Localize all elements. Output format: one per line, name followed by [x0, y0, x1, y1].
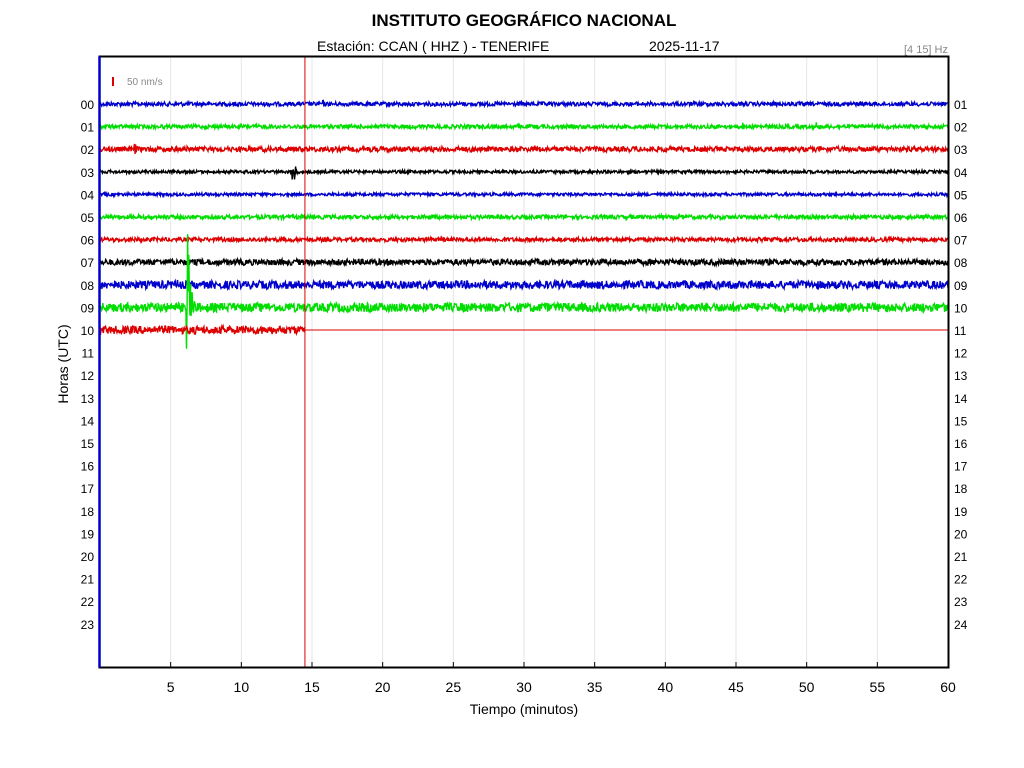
hour-label-right: 23: [954, 595, 968, 609]
hour-label-left: 05: [81, 211, 95, 225]
hour-label-left: 09: [81, 301, 95, 315]
hour-label-right: 13: [954, 369, 968, 383]
x-tick-label: 45: [728, 679, 744, 695]
traces: [99, 57, 949, 667]
station-label: Estación: CCAN ( HHZ ) - TENERIFE: [317, 38, 549, 54]
trace-hour-03: [99, 166, 949, 180]
x-tick-label: 30: [516, 679, 532, 695]
filter-label: [4 15] Hz: [904, 44, 948, 56]
hour-label-left: 23: [81, 618, 95, 632]
hour-label-right: 03: [954, 143, 968, 157]
hour-label-left: 12: [81, 369, 95, 383]
trace-hour-05: [99, 212, 949, 222]
hour-label-left: 08: [81, 279, 95, 293]
trace-hour-10: [99, 323, 306, 337]
x-tick-label: 50: [799, 679, 815, 695]
x-axis-label: Tiempo (minutos): [470, 701, 578, 717]
hour-label-right: 15: [954, 414, 968, 428]
hour-label-right: 22: [954, 573, 968, 587]
hour-label-right: 05: [954, 188, 968, 202]
hour-label-right: 24: [954, 618, 968, 632]
date-label: 2025-11-17: [649, 38, 720, 54]
trace-hour-02: [99, 143, 949, 155]
hour-label-left: 15: [81, 437, 95, 451]
right-hour-labels: 01 02 03 04 05 06 07 08 09 10 11 12 13 14 15 16 17 18 19 20…: [954, 98, 968, 632]
hour-label-right: 01: [954, 98, 968, 112]
hour-label-right: 14: [954, 392, 968, 406]
hour-label-left: 07: [81, 256, 95, 270]
hour-label-left: 04: [81, 188, 95, 202]
x-tick-label: 15: [304, 679, 320, 695]
x-tick-label: 5: [167, 679, 175, 695]
hour-label-right: 16: [954, 437, 968, 451]
hour-label-right: 18: [954, 482, 968, 496]
trace-hour-09: [99, 234, 949, 349]
hour-label-right: 09: [954, 279, 968, 293]
hour-label-left: 21: [81, 573, 95, 587]
trace-hour-01: [99, 121, 949, 132]
hour-label-left: 17: [81, 482, 95, 496]
hour-label-right: 04: [954, 166, 968, 180]
hour-label-left: 10: [81, 324, 95, 338]
hour-label-right: 10: [954, 301, 968, 315]
scale-bar-label: 50 nm/s: [127, 77, 163, 88]
x-tick-label: 40: [658, 679, 674, 695]
hour-label-right: 07: [954, 234, 968, 248]
chart-title: INSTITUTO GEOGRÁFICO NACIONAL: [372, 11, 677, 30]
x-tick-label: 35: [587, 679, 603, 695]
x-tick-label: 20: [375, 679, 391, 695]
hour-label-right: 11: [954, 324, 967, 338]
grid: [170, 57, 878, 667]
hour-label-left: 02: [81, 143, 95, 157]
hour-label-left: 16: [81, 460, 95, 474]
trace-hour-06: [99, 234, 949, 245]
hour-label-right: 06: [954, 211, 968, 225]
scale-bar: 50 nm/s: [112, 77, 163, 88]
trace-hour-00: [99, 99, 949, 109]
hour-label-left: 11: [82, 347, 95, 361]
hour-label-left: 22: [81, 595, 95, 609]
trace-hour-04: [99, 190, 949, 199]
x-tick-label: 55: [870, 679, 886, 695]
hour-label-right: 02: [954, 121, 968, 135]
hour-label-left: 00: [81, 98, 95, 112]
hour-label-right: 20: [954, 527, 968, 541]
x-tick-label: 10: [234, 679, 250, 695]
hour-label-right: 08: [954, 256, 968, 270]
x-tick-label: 60: [940, 679, 956, 695]
hour-label-left: 19: [81, 527, 95, 541]
hour-label-left: 20: [81, 550, 95, 564]
hour-label-right: 19: [954, 505, 968, 519]
hour-label-right: 21: [954, 550, 968, 564]
hour-label-right: 12: [954, 347, 968, 361]
x-tick-label: 25: [446, 679, 462, 695]
hour-label-left: 06: [81, 234, 95, 248]
y-axis-label: Horas (UTC): [55, 324, 71, 403]
hour-label-left: 18: [81, 505, 95, 519]
hour-label-left: 03: [81, 166, 95, 180]
hour-label-left: 01: [81, 121, 95, 135]
x-axis-ticks: 5 10 15 20 25 30 35 40 45 50 55 60: [167, 662, 956, 695]
left-hour-labels: 00 01 02 03 04 05 06 07 08 09 10 11 12 13 14 15 16 17 18 19…: [81, 98, 95, 632]
hour-label-left: 14: [81, 414, 95, 428]
hour-label-left: 13: [81, 392, 95, 406]
trace-hour-08: [99, 278, 949, 292]
hour-label-right: 17: [954, 460, 968, 474]
trace-hour-07: [99, 256, 949, 268]
